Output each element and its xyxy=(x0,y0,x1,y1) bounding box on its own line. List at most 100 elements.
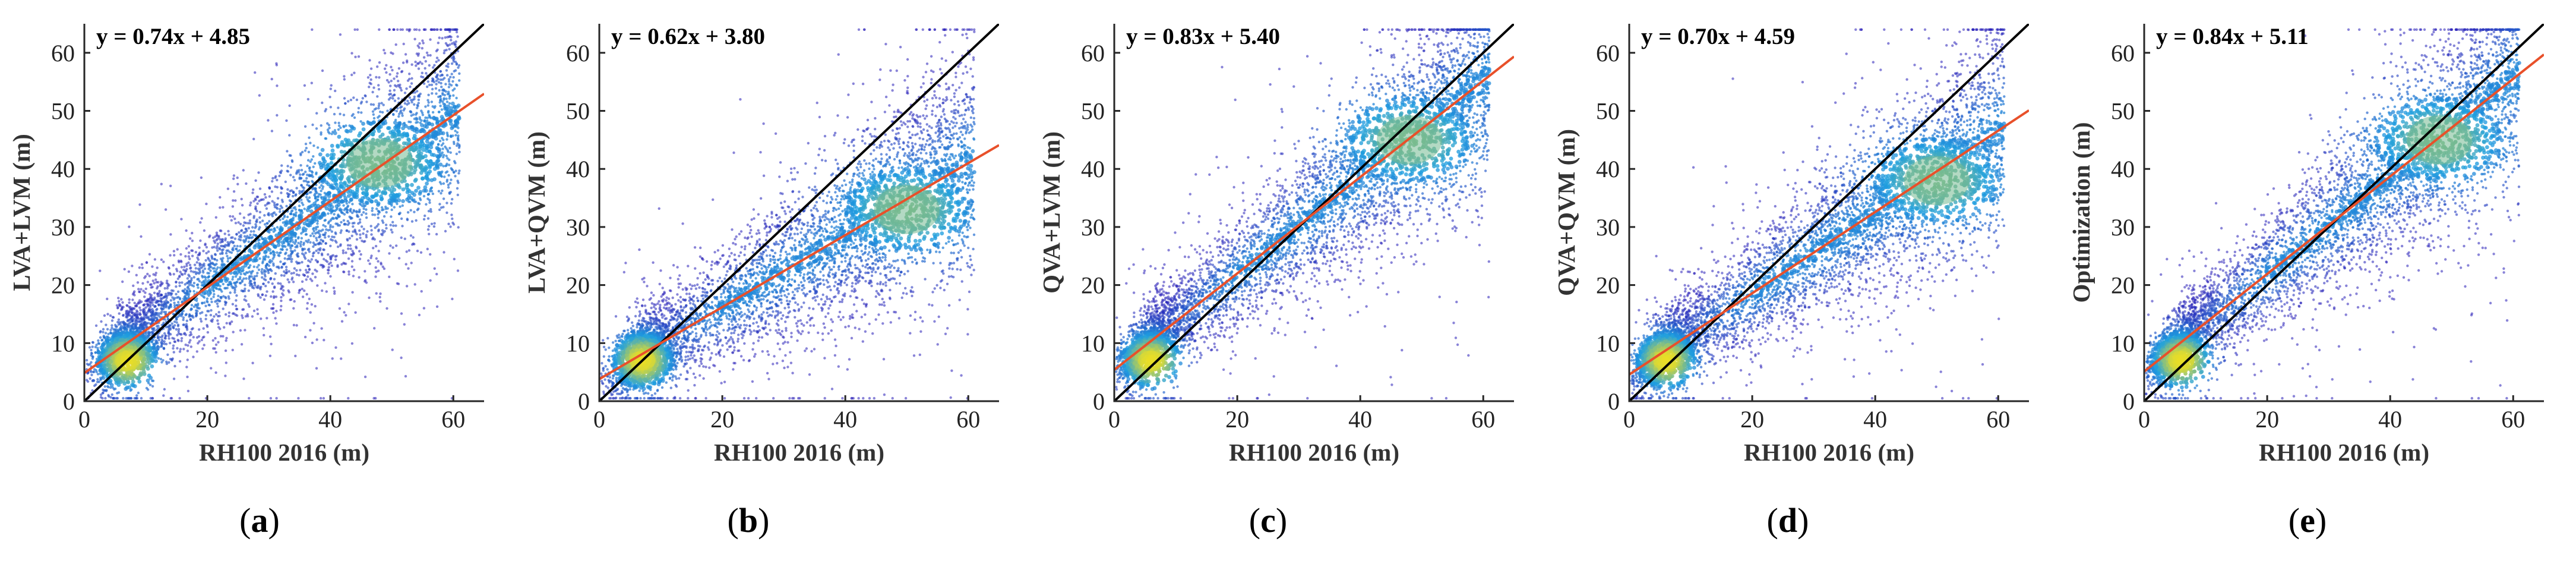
y-tick-label: 10 xyxy=(1081,330,1105,357)
caption-close-paren: ) xyxy=(758,501,769,540)
regression-equation: y = 0.84x + 5.11 xyxy=(2156,24,2309,49)
y-axis-label: Optimization (m) xyxy=(2068,122,2095,303)
x-tick-label: 40 xyxy=(2378,406,2402,433)
x-tick-label: 40 xyxy=(833,406,857,433)
y-axis-label: LVA+QVM (m) xyxy=(523,131,550,294)
y-tick-label: 40 xyxy=(1081,156,1105,182)
y-tick-label: 30 xyxy=(1596,214,1620,241)
density-cloud xyxy=(2145,28,2521,400)
caption-open-paren: ( xyxy=(1249,501,1260,540)
x-tick-label: 20 xyxy=(2255,406,2279,433)
panel-b-chart: 0 20 40 60 0 10 20 30 40 50 60 RH100 2016 (m) LVA+QV… xyxy=(523,24,999,466)
high-density-hotspot xyxy=(346,138,412,188)
caption-close-paren: ) xyxy=(1797,501,1809,540)
caption-open-paren: ( xyxy=(728,501,739,540)
y-tick-label: 40 xyxy=(1596,156,1620,182)
panel-b-letter: b xyxy=(739,501,758,540)
identity-line xyxy=(599,24,999,401)
density-cloud xyxy=(1630,28,2006,400)
regression-line xyxy=(1114,55,1514,371)
y-tick-label: 0 xyxy=(1093,388,1105,415)
x-tick-label: 20 xyxy=(1225,406,1249,433)
x-tick-label: 60 xyxy=(2501,406,2525,433)
x-tick-label: 0 xyxy=(1623,406,1635,433)
panel-d-caption: (d) xyxy=(1728,500,1847,540)
identity-line xyxy=(1629,24,2029,401)
y-tick-label: 30 xyxy=(566,214,590,241)
y-tick-label: 0 xyxy=(63,388,75,415)
x-axis-label: RH100 2016 (m) xyxy=(714,439,884,466)
x-tick-label: 40 xyxy=(1348,406,1372,433)
caption-close-paren: ) xyxy=(1276,501,1287,540)
y-tick-label: 0 xyxy=(578,388,590,415)
x-tick-label: 0 xyxy=(78,406,90,433)
x-axis-label: RH100 2016 (m) xyxy=(1229,439,1399,466)
regression-equation: y = 0.74x + 4.85 xyxy=(96,24,250,49)
regression-equation: y = 0.62x + 3.80 xyxy=(611,24,765,49)
y-tick-label: 40 xyxy=(566,156,590,182)
y-tick-label: 40 xyxy=(51,156,75,182)
density-cloud xyxy=(85,28,462,400)
identity-line xyxy=(84,24,484,401)
y-tick-label: 20 xyxy=(51,272,75,299)
y-tick-label: 60 xyxy=(2111,40,2135,67)
y-tick-label: 40 xyxy=(2111,156,2135,182)
panel-a-chart: 0 20 40 60 0 10 20 30 40 50 60 RH100 2016 (m) LVA+LV… xyxy=(8,24,484,466)
y-tick-label: 0 xyxy=(1608,388,1620,415)
caption-close-paren: ) xyxy=(268,501,280,540)
high-density-hotspot xyxy=(2406,115,2472,165)
y-tick-label: 10 xyxy=(1596,330,1620,357)
panel-c-caption: (c) xyxy=(1209,500,1327,540)
caption-open-paren: ( xyxy=(239,501,251,540)
x-tick-label: 20 xyxy=(710,406,734,433)
y-tick-label: 50 xyxy=(566,98,590,125)
panel-e-chart: 0 20 40 60 0 10 20 30 40 50 60 RH100 2016 (m) Optimi… xyxy=(2068,24,2544,466)
x-tick-label: 0 xyxy=(1108,406,1120,433)
y-tick-label: 60 xyxy=(51,40,75,67)
low-density-hotspot xyxy=(1138,351,1165,371)
panel-c-chart: 0 20 40 60 0 10 20 30 40 50 60 RH100 2016 (m) QVA+LV… xyxy=(1038,24,1514,466)
x-axis-label: RH100 2016 (m) xyxy=(1744,439,1914,466)
panel-a-letter: a xyxy=(251,501,268,540)
x-axis-label: RH100 2016 (m) xyxy=(199,439,369,466)
y-tick-label: 60 xyxy=(566,40,590,67)
x-tick-label: 60 xyxy=(1986,406,2010,433)
y-tick-label: 60 xyxy=(1596,40,1620,67)
y-axis-label: QVA+QVM (m) xyxy=(1553,129,1580,296)
y-tick-label: 50 xyxy=(1596,98,1620,125)
y-tick-label: 60 xyxy=(1081,40,1105,67)
high-density-hotspot xyxy=(874,185,940,234)
regression-line xyxy=(2144,53,2544,373)
x-tick-label: 0 xyxy=(593,406,605,433)
y-tick-label: 10 xyxy=(51,330,75,357)
x-axis-label: RH100 2016 (m) xyxy=(2259,439,2429,466)
y-tick-label: 50 xyxy=(1081,98,1105,125)
density-cloud xyxy=(600,28,976,400)
panel-a-caption: (a) xyxy=(200,500,319,540)
x-tick-label: 0 xyxy=(2138,406,2150,433)
y-axis-label: QVA+LVM (m) xyxy=(1038,131,1065,294)
y-tick-label: 30 xyxy=(2111,214,2135,241)
caption-open-paren: ( xyxy=(2289,501,2300,540)
caption-close-paren: ) xyxy=(2315,501,2327,540)
x-tick-label: 20 xyxy=(195,406,219,433)
x-tick-label: 20 xyxy=(1740,406,1764,433)
y-tick-label: 20 xyxy=(1596,272,1620,299)
panel-d-letter: d xyxy=(1778,501,1797,540)
x-tick-label: 60 xyxy=(956,406,980,433)
x-tick-label: 60 xyxy=(441,406,465,433)
x-tick-label: 40 xyxy=(318,406,342,433)
y-tick-label: 20 xyxy=(1081,272,1105,299)
y-tick-label: 50 xyxy=(2111,98,2135,125)
regression-equation: y = 0.70x + 4.59 xyxy=(1641,24,1795,49)
panel-b-caption: (b) xyxy=(689,500,808,540)
regression-line xyxy=(1629,109,2029,376)
y-tick-label: 20 xyxy=(2111,272,2135,299)
y-tick-label: 20 xyxy=(566,272,590,299)
y-tick-label: 30 xyxy=(51,214,75,241)
y-tick-label: 10 xyxy=(2111,330,2135,357)
y-tick-label: 30 xyxy=(1081,214,1105,241)
x-tick-label: 60 xyxy=(1471,406,1495,433)
panel-c-letter: c xyxy=(1260,501,1276,540)
